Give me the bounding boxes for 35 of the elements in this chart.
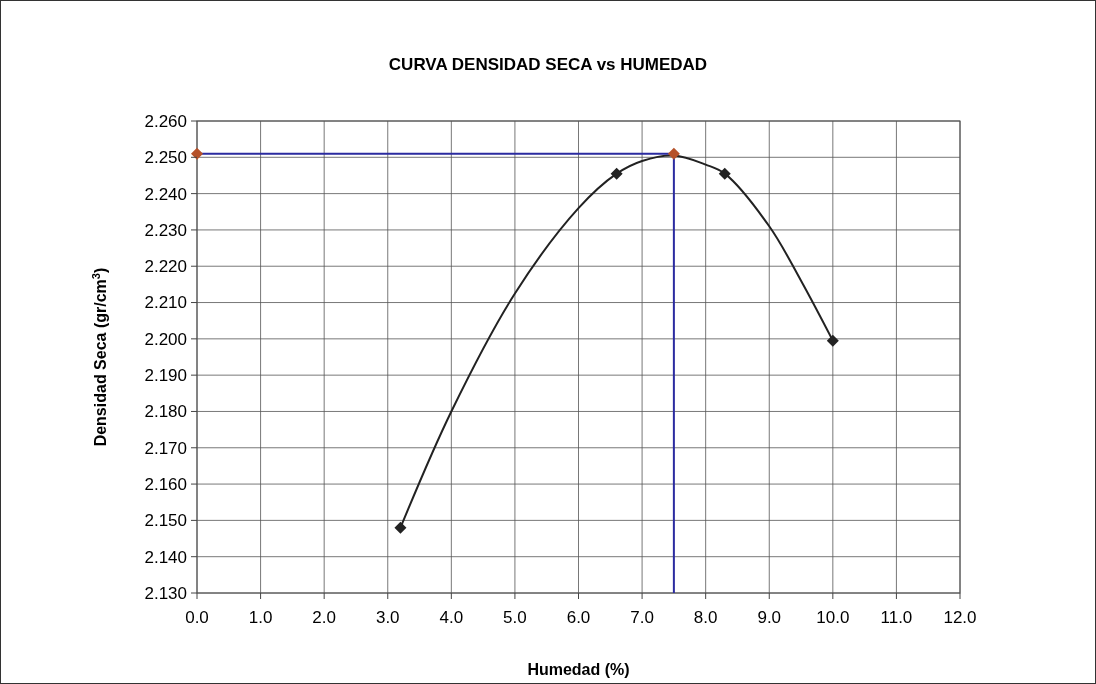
y-tick-label: 2.260 — [144, 111, 187, 131]
y-tick-label: 2.240 — [144, 184, 187, 204]
x-tick-label: 9.0 — [757, 608, 782, 627]
point — [667, 147, 680, 160]
y-tick-label: 2.200 — [144, 329, 187, 349]
y-tick-label: 2.170 — [144, 438, 187, 458]
x-tick-label: 11.0 — [880, 608, 913, 627]
point — [718, 167, 731, 180]
x-tick-label: 3.0 — [375, 608, 400, 627]
y-tick-label: 2.150 — [144, 511, 187, 531]
point — [191, 147, 203, 160]
point — [394, 521, 407, 534]
chart-title: CURVA DENSIDAD SECA vs HUMEDAD — [388, 55, 708, 74]
point — [610, 167, 623, 180]
x-axis-title: Humedad (%) — [527, 661, 630, 678]
y-tick-label: 2.230 — [144, 220, 187, 240]
y-tick-label: 2.140 — [144, 547, 187, 567]
x-tick-label: 1.0 — [248, 608, 273, 627]
y-tick-label: 2.180 — [144, 402, 187, 422]
x-tick-label: 0.0 — [185, 608, 209, 627]
x-tick-label: 8.0 — [693, 608, 718, 627]
x-tick-label: 2.0 — [312, 608, 336, 627]
x-tick-label: 5.0 — [503, 608, 527, 627]
x-tick-label: 10.0 — [816, 608, 850, 627]
y-tick-label: 2.190 — [144, 366, 187, 386]
x-tick-label: 6.0 — [566, 608, 591, 627]
x-tick-label: 7.0 — [630, 608, 654, 627]
y-tick-label: 2.130 — [144, 583, 187, 603]
y-tick-label: 2.210 — [144, 293, 187, 313]
y-tick-label: 2.250 — [144, 148, 187, 168]
x-tick-label: 12.0 — [943, 608, 977, 627]
y-tick-label: 2.220 — [144, 257, 187, 277]
y-tick-label: 2.160 — [144, 475, 187, 495]
x-tick-label: 4.0 — [439, 608, 464, 627]
point — [826, 334, 839, 347]
